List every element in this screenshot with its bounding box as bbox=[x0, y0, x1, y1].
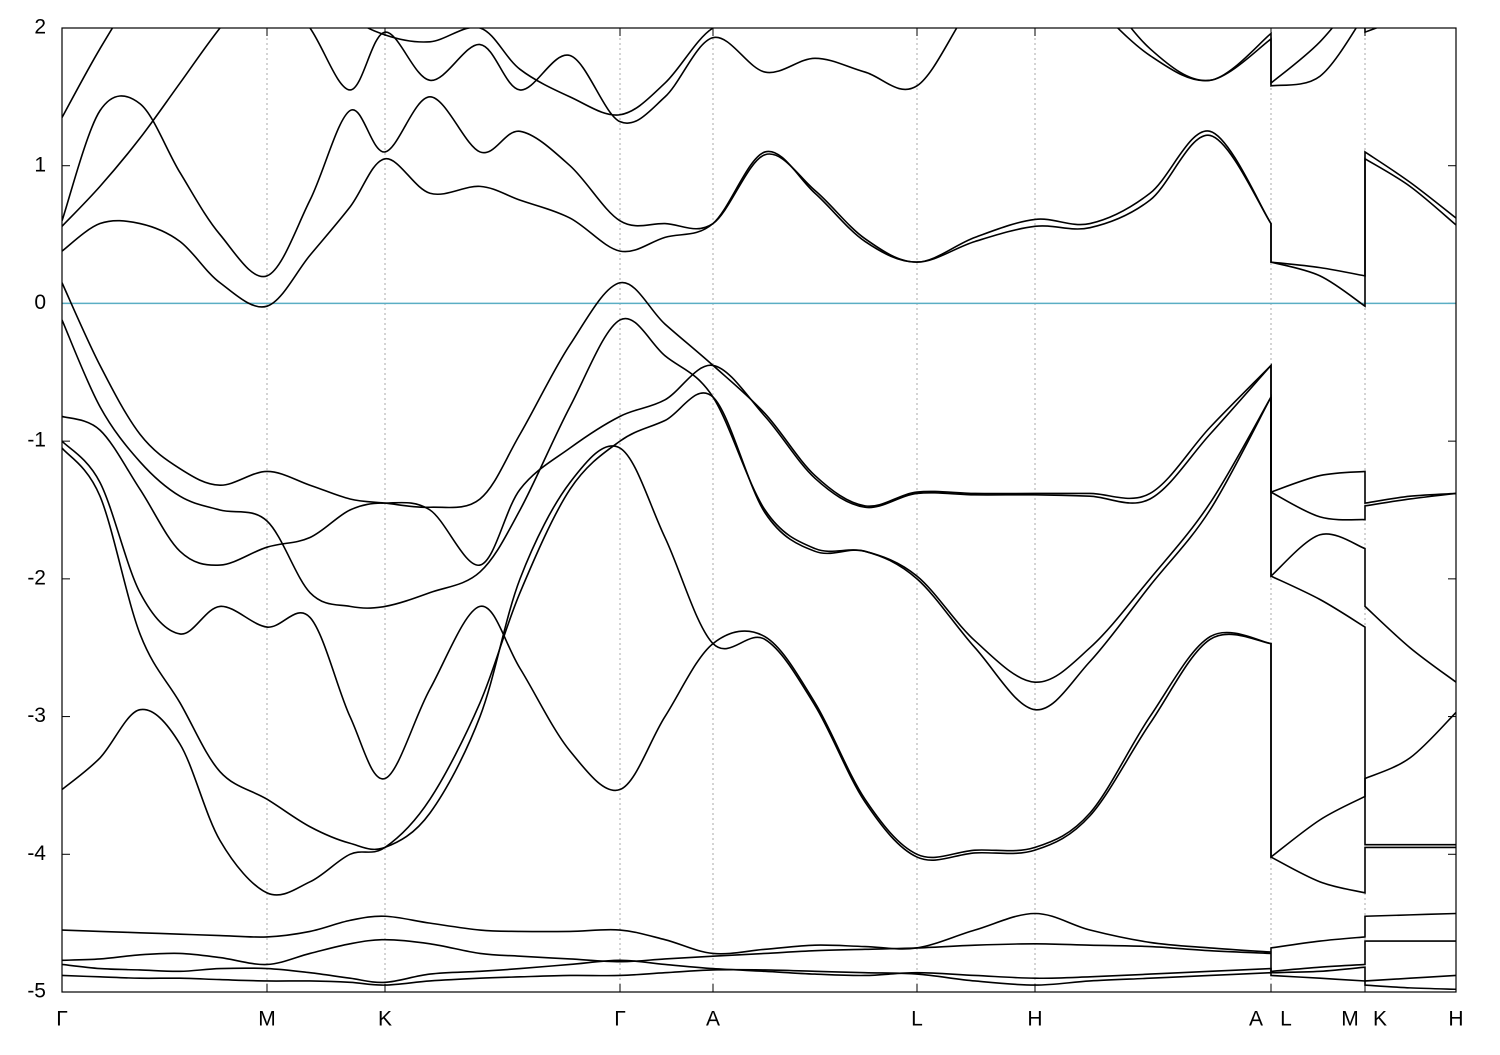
band bbox=[62, 445, 1456, 894]
x-tick-label: A bbox=[1249, 1008, 1263, 1031]
x-tick-label: H bbox=[1448, 1008, 1463, 1031]
band bbox=[62, 392, 1456, 896]
band bbox=[62, 134, 1456, 308]
x-tick-label: Γ bbox=[56, 1008, 68, 1031]
y-tick-label: 0 bbox=[34, 291, 46, 314]
y-tick-label: 2 bbox=[34, 16, 46, 39]
x-tick-label: Γ bbox=[614, 1008, 626, 1031]
band bbox=[62, 440, 1456, 859]
x-tick-label: L bbox=[911, 1008, 923, 1031]
x-tick-label: K bbox=[378, 1008, 392, 1031]
band bbox=[62, 938, 1456, 973]
band bbox=[62, 28, 1379, 227]
x-tick-label: M bbox=[1341, 1008, 1359, 1031]
band bbox=[62, 959, 1456, 984]
band bbox=[62, 281, 1456, 509]
y-tick-label: -4 bbox=[27, 842, 46, 865]
y-tick-label: -1 bbox=[27, 429, 46, 452]
y-tick-label: 1 bbox=[34, 153, 46, 176]
band bbox=[62, 95, 1456, 278]
band bbox=[62, 317, 1456, 683]
x-tick-label: M bbox=[258, 1008, 276, 1031]
y-tick-label: -5 bbox=[27, 980, 46, 1003]
x-tick-label: H bbox=[1027, 1008, 1042, 1031]
y-tick-label: -2 bbox=[27, 566, 46, 589]
band bbox=[62, 912, 1456, 955]
band bbox=[62, 968, 1456, 991]
band bbox=[62, 28, 1367, 118]
x-tick-label: L bbox=[1280, 1008, 1292, 1031]
band bbox=[62, 363, 1456, 567]
y-tick-label: -3 bbox=[27, 704, 46, 727]
x-tick-label: A bbox=[706, 1008, 720, 1031]
plot-frame bbox=[61, 27, 1457, 993]
x-tick-label: K bbox=[1373, 1008, 1387, 1031]
